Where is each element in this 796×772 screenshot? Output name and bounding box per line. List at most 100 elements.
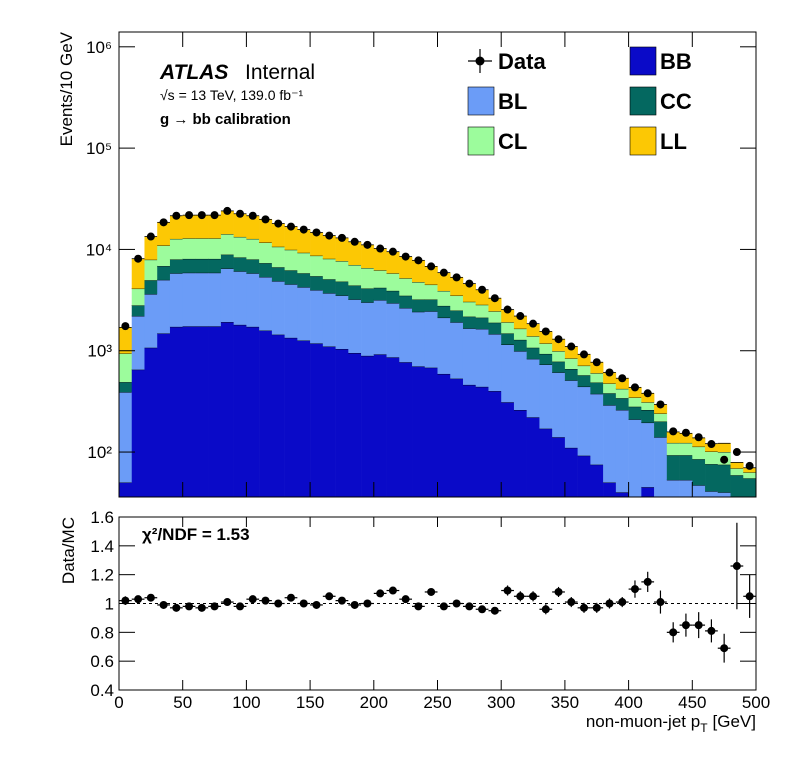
stack-bar bbox=[603, 383, 617, 394]
stack-bar bbox=[615, 492, 629, 497]
stack-bar bbox=[297, 340, 311, 497]
ratio-point bbox=[720, 644, 729, 653]
stack-bar bbox=[488, 298, 502, 312]
stack-bar bbox=[462, 384, 477, 497]
stack-bar bbox=[475, 289, 489, 305]
stack-bar bbox=[501, 309, 515, 323]
ratio-point bbox=[376, 589, 385, 598]
stack-bar bbox=[628, 397, 642, 407]
ratio-point bbox=[274, 599, 283, 608]
stack-bar bbox=[271, 223, 285, 247]
stack-bar bbox=[475, 317, 489, 329]
data-point bbox=[490, 294, 499, 303]
stack-bar bbox=[679, 455, 693, 480]
stack-bar bbox=[730, 475, 744, 497]
stack-bar bbox=[271, 267, 285, 282]
stack-bar bbox=[526, 347, 540, 359]
ratio-point bbox=[694, 621, 703, 630]
stack-bar bbox=[271, 334, 285, 497]
ratio-point bbox=[516, 592, 525, 601]
stack-bar bbox=[412, 299, 426, 312]
ratio-point bbox=[490, 606, 499, 615]
stack-bar bbox=[424, 299, 438, 312]
ratio-point bbox=[707, 626, 716, 635]
stack-bar bbox=[297, 287, 311, 341]
ratio-point bbox=[732, 562, 741, 571]
stack-bar bbox=[590, 382, 604, 394]
ratio-point bbox=[541, 605, 550, 614]
ratio-point bbox=[337, 596, 346, 605]
stack-bar bbox=[526, 417, 540, 497]
data-point bbox=[197, 211, 206, 220]
stack-bar bbox=[361, 244, 375, 269]
data-point bbox=[567, 342, 576, 351]
stack-bar bbox=[119, 482, 133, 497]
stack-bar bbox=[169, 215, 183, 239]
stack-bar bbox=[717, 443, 731, 453]
ratio-point bbox=[605, 599, 614, 608]
data-point bbox=[312, 228, 321, 237]
stack-bar bbox=[412, 260, 426, 283]
data-point bbox=[427, 262, 436, 271]
data-point bbox=[337, 233, 346, 242]
stack-bar bbox=[628, 406, 642, 420]
stack-bar bbox=[526, 323, 540, 337]
stack-bar bbox=[373, 300, 387, 355]
stack-bar bbox=[195, 326, 209, 497]
stack-bar bbox=[501, 322, 515, 334]
stack-bar bbox=[692, 459, 706, 486]
stack-bar bbox=[679, 442, 693, 456]
stack-bar bbox=[552, 351, 566, 362]
stack-bar bbox=[615, 388, 629, 399]
stack-bar bbox=[169, 326, 183, 497]
stack-bar bbox=[590, 393, 604, 465]
stack-bar bbox=[501, 402, 515, 497]
y-tick-label: 10⁶ bbox=[86, 38, 112, 57]
stack-bar bbox=[386, 251, 400, 274]
stack-bar bbox=[144, 236, 158, 260]
stack-bar bbox=[220, 322, 234, 497]
stack-bar bbox=[564, 358, 578, 370]
data-point bbox=[274, 219, 283, 228]
data-point bbox=[541, 327, 550, 336]
data-point bbox=[363, 240, 372, 249]
data-point bbox=[185, 211, 194, 220]
stack-bar bbox=[233, 324, 247, 497]
stack-bar bbox=[297, 229, 311, 253]
data-point bbox=[350, 237, 359, 246]
ratio-point bbox=[325, 592, 334, 601]
stack-bar bbox=[157, 266, 171, 280]
stack-bar bbox=[169, 238, 183, 260]
x-tick-label: 150 bbox=[296, 693, 324, 712]
stack-bar bbox=[373, 270, 387, 288]
stack-bar bbox=[361, 302, 375, 356]
stack-bar bbox=[692, 485, 706, 497]
ratio-point bbox=[580, 603, 589, 612]
x-tick-label: 400 bbox=[614, 693, 642, 712]
stack-bar bbox=[539, 331, 553, 344]
stack-bar bbox=[208, 272, 222, 327]
status-label: Internal bbox=[245, 61, 315, 84]
stack-bar bbox=[666, 431, 680, 443]
ratio-point bbox=[567, 598, 576, 607]
x-tick-label: 0 bbox=[114, 693, 123, 712]
stack-bar bbox=[322, 235, 336, 259]
stack-bar bbox=[399, 256, 413, 279]
stack-bar bbox=[373, 354, 387, 497]
stack-bar bbox=[552, 372, 566, 438]
stack-bar bbox=[144, 280, 158, 295]
stack-bar bbox=[590, 373, 604, 383]
data-point bbox=[529, 319, 538, 328]
y-tick-label: 10⁴ bbox=[86, 240, 112, 259]
x-axis-label: non-muon-jet pT [GeV] bbox=[586, 712, 756, 735]
data-point bbox=[401, 252, 410, 261]
stack-bar bbox=[475, 386, 489, 497]
ratio-point bbox=[618, 598, 627, 607]
y-tick-label: 10² bbox=[87, 443, 112, 462]
stack-bar bbox=[208, 326, 222, 497]
stack-bar bbox=[641, 393, 655, 403]
stack-bar bbox=[322, 258, 336, 280]
ratio-point bbox=[401, 595, 410, 604]
stack-bar bbox=[501, 344, 515, 403]
stack-bar bbox=[233, 213, 247, 237]
